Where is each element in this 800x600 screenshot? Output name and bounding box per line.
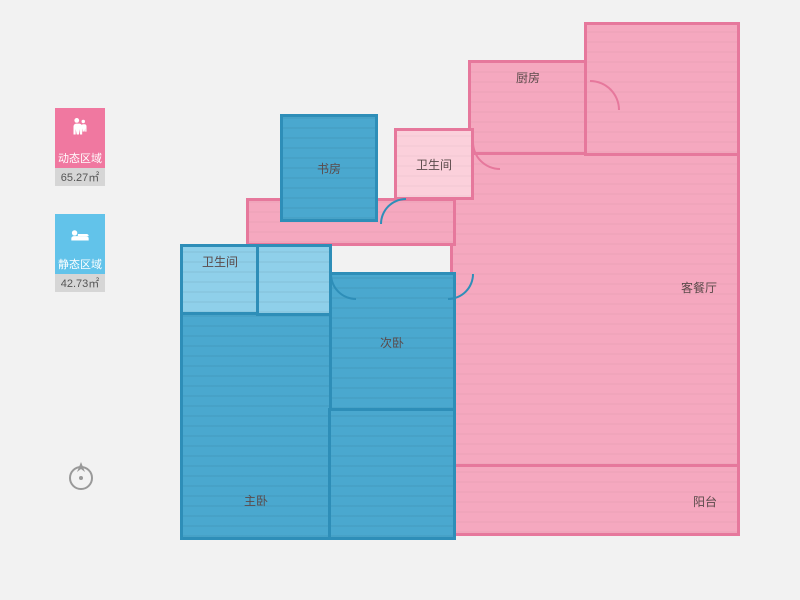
room-label-second_br: 次卧 [380, 334, 404, 351]
legend-dynamic-value: 65.27㎡ [55, 168, 105, 186]
room-bath2_vest [256, 244, 332, 316]
legend-static-value: 42.73㎡ [55, 274, 105, 292]
floorplan: 厨房客餐厅卫生间阳台书房卫生间次卧主卧 [180, 22, 750, 578]
sleep-icon [55, 214, 105, 254]
room-bath1: 卫生间 [394, 128, 474, 200]
room-label-balcony: 阳台 [693, 493, 717, 510]
room-balcony: 阳台 [416, 464, 740, 536]
room-label-kitchen: 厨房 [516, 69, 540, 86]
legend-dynamic-label: 动态区域 [55, 148, 105, 168]
legend-static: 静态区域 42.73㎡ [55, 214, 105, 292]
room-label-bath2: 卫生间 [202, 253, 238, 270]
room-label-bath1: 卫生间 [416, 156, 452, 173]
room-living: 客餐厅 [450, 152, 740, 468]
legend: 动态区域 65.27㎡ 静态区域 42.73㎡ [55, 108, 105, 320]
room-study: 书房 [280, 114, 378, 222]
room-master_ext [328, 408, 456, 540]
legend-static-label: 静态区域 [55, 254, 105, 274]
room-bath2: 卫生间 [180, 244, 260, 316]
room-master_br: 主卧 [180, 312, 332, 540]
legend-dynamic: 动态区域 65.27㎡ [55, 108, 105, 186]
room-label-master_br: 主卧 [244, 492, 268, 509]
room-label-living: 客餐厅 [681, 279, 717, 296]
people-icon [55, 108, 105, 148]
room-label-study: 书房 [317, 160, 341, 177]
compass-icon [63, 458, 99, 494]
